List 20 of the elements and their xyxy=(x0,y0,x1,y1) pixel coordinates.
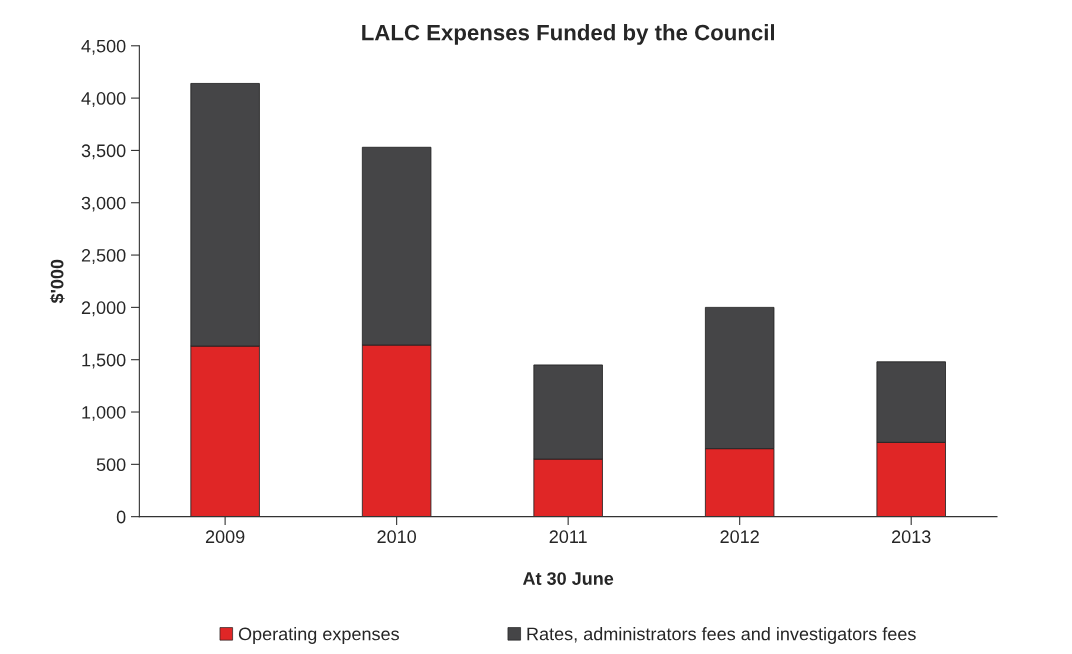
y-axis-title: $'000 xyxy=(49,259,65,304)
y-tick-label: 1,500 xyxy=(82,353,126,369)
x-axis-title: At 30 June xyxy=(522,572,614,585)
x-tick-label: 2012 xyxy=(720,530,759,544)
legend-label: Rates, administrators fees and investigators fees xyxy=(527,627,916,644)
y-tick-label: 2,000 xyxy=(81,301,126,317)
y-tick-label: 4,500 xyxy=(81,39,126,55)
y-tick-label: 1,000 xyxy=(82,405,126,421)
y-tick-label: 3,000 xyxy=(81,196,126,212)
y-tick-label: 4,000 xyxy=(81,92,126,107)
y-tick-label: 0 xyxy=(116,510,126,524)
y-tick-label: 3,500 xyxy=(81,144,126,160)
x-tick-label: 2009 xyxy=(205,530,245,544)
chart-title: LALC Expenses Funded by the Council xyxy=(362,24,775,45)
legend-label: Operating expenses xyxy=(238,627,399,644)
y-tick-label: 2,500 xyxy=(81,248,126,264)
x-tick-label: 2011 xyxy=(549,530,587,544)
x-tick-label: 2010 xyxy=(377,530,417,544)
x-tick-label: 2013 xyxy=(892,530,931,544)
y-tick-label: 500 xyxy=(96,458,126,472)
